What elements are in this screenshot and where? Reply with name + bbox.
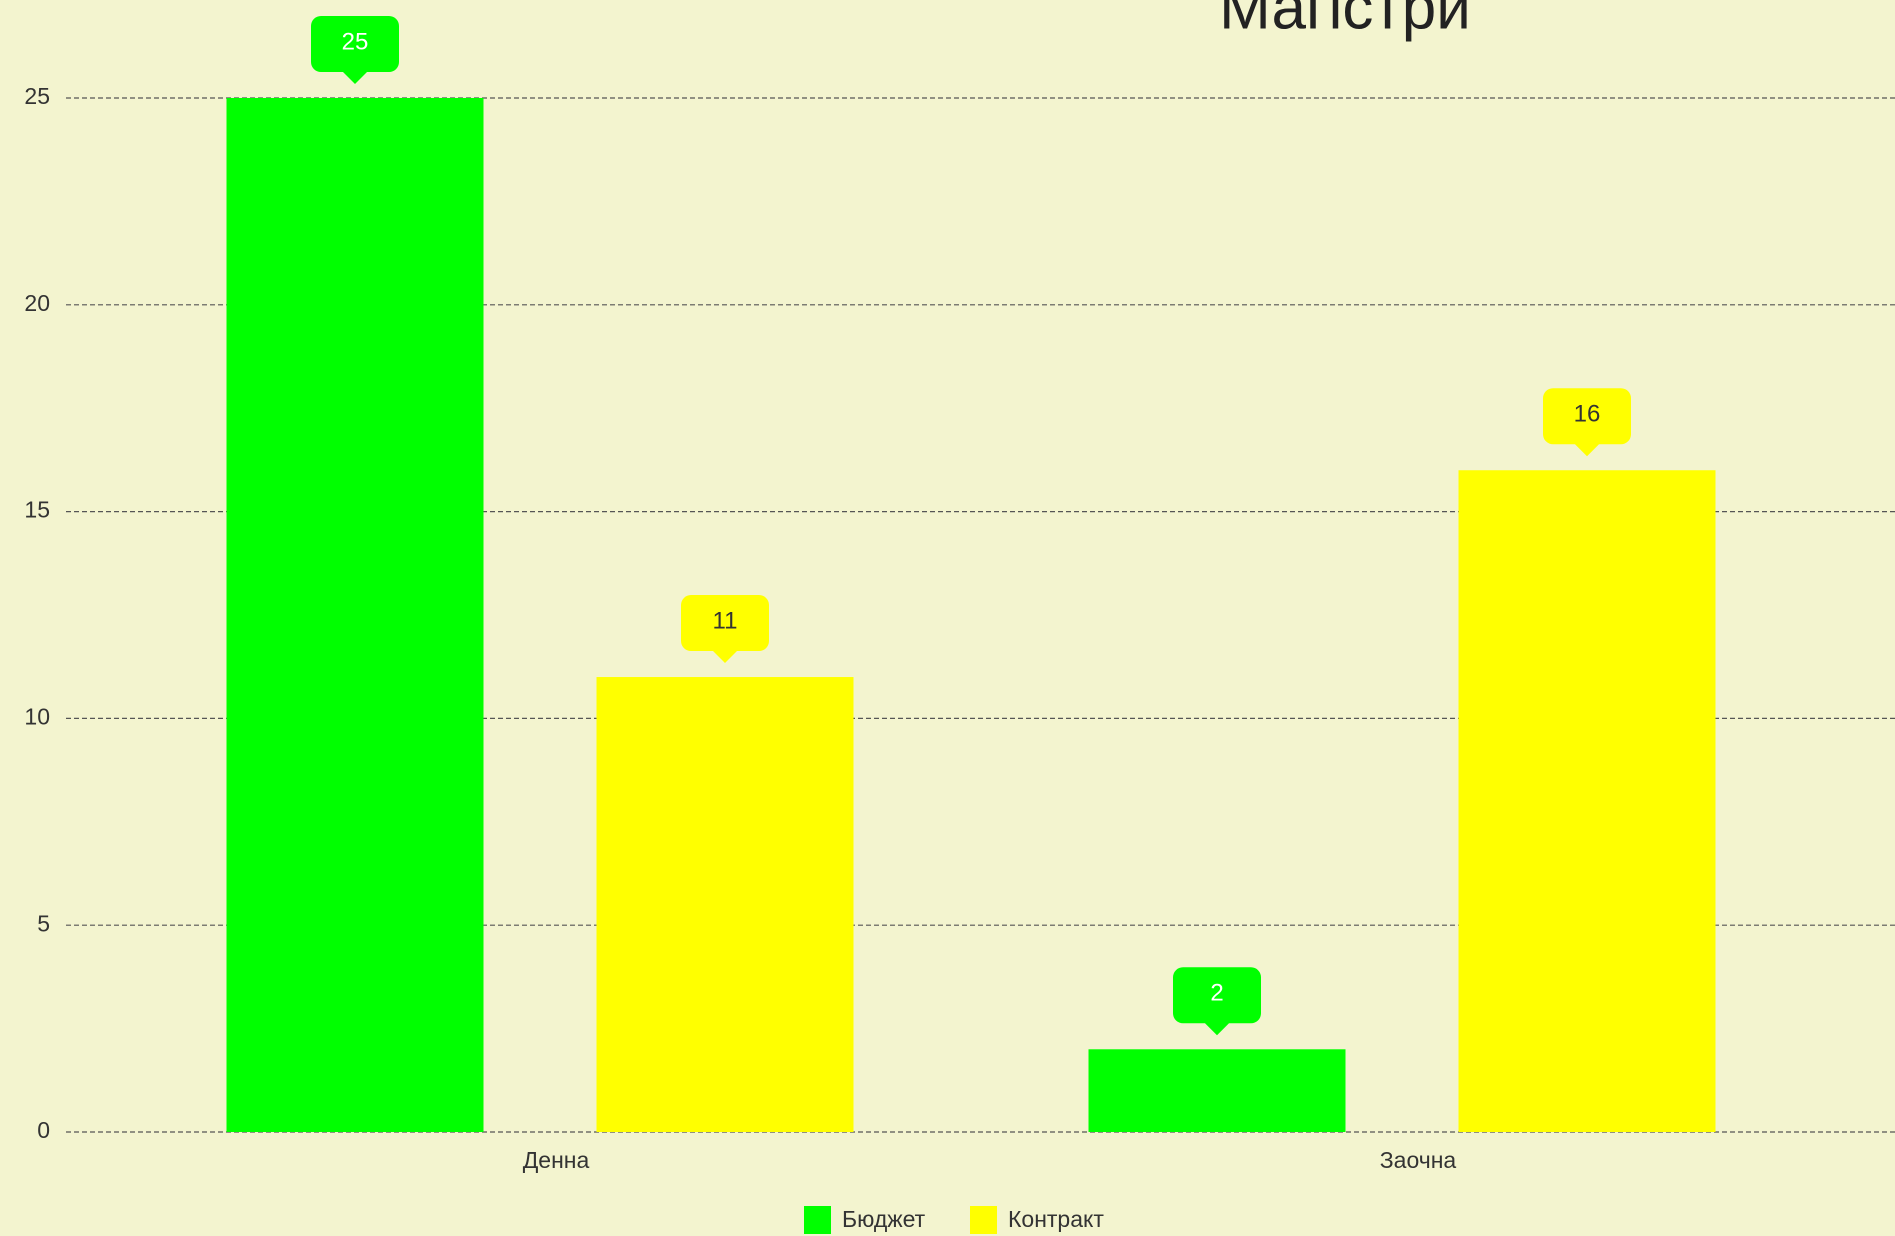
y-tick-label: 15 [24,497,50,523]
y-tick-label: 20 [24,290,50,316]
y-tick-label: 0 [37,1117,50,1143]
bar [1458,470,1716,1132]
bar [226,98,484,1132]
legend-label: Бюджет [842,1206,926,1232]
value-label-bubble [1173,967,1261,1036]
y-tick-label: 10 [24,703,50,729]
legend-label: Контракт [1008,1206,1104,1232]
y-tick-label: 25 [24,83,50,109]
value-label-bubble [311,16,399,84]
y-tick-label: 5 [37,910,50,936]
legend-swatch [804,1206,831,1234]
value-label: 16 [1574,401,1601,428]
bar [596,677,854,1132]
value-label-bubble [1543,388,1631,457]
value-label: 11 [713,607,738,634]
legend-swatch [970,1206,997,1234]
x-tick-label: Заочна [1380,1147,1457,1173]
x-tick-label: Денна [523,1147,590,1173]
chart-title: Магістри [1219,0,1471,42]
value-label-bubble [681,595,769,664]
value-label: 2 [1210,980,1223,1007]
bar [1088,1049,1346,1132]
value-label: 25 [342,28,369,55]
